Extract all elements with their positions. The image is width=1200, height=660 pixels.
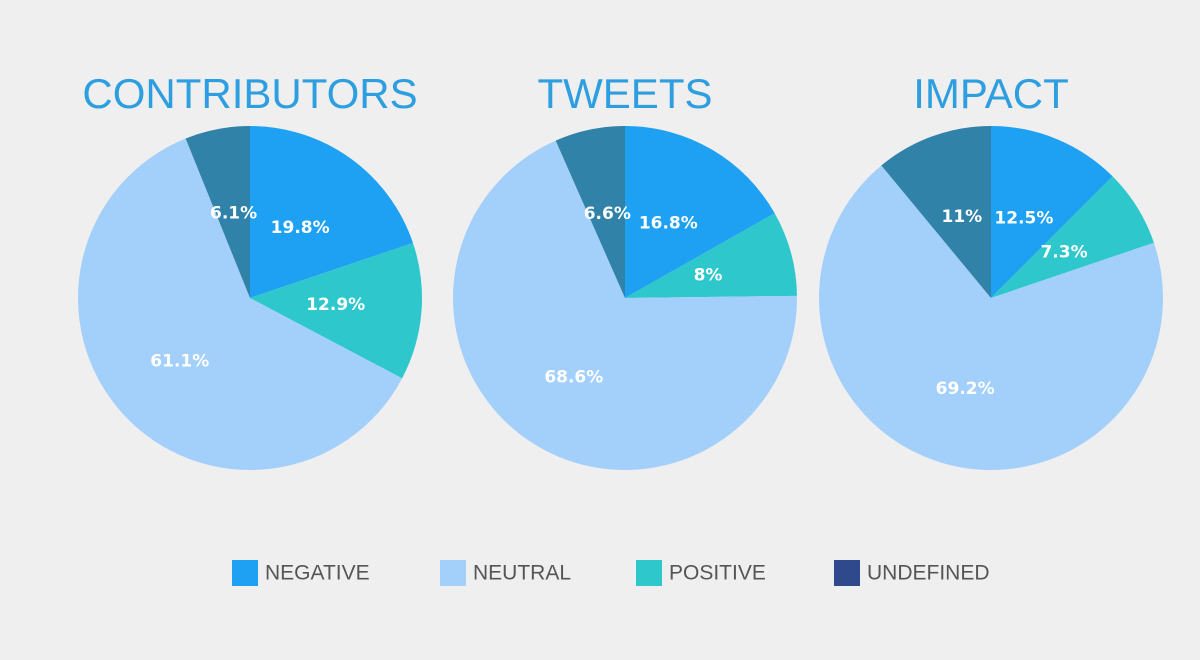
pie-slice (555, 126, 625, 298)
pie-slice (625, 126, 775, 298)
value-label: 7.3% (1040, 243, 1087, 263)
value-label: 6.6% (584, 204, 631, 224)
legend-label: POSITIVE (669, 562, 766, 585)
chart-title: CONTRIBUTORS (82, 70, 417, 117)
pie-slice (881, 126, 991, 298)
legend-swatch (834, 560, 860, 586)
pie-slice (452, 140, 797, 471)
pie-slice (185, 126, 250, 298)
legend-label: NEGATIVE (265, 562, 370, 585)
chart-title: IMPACT (913, 70, 1069, 117)
value-label: 19.8% (271, 218, 330, 238)
value-label: 8% (694, 266, 723, 286)
value-label: 61.1% (150, 351, 209, 371)
value-label: 68.6% (544, 368, 603, 388)
value-label: 69.2% (936, 379, 995, 399)
pie-slice (818, 165, 1163, 471)
pie-slice (991, 126, 1113, 298)
pie-slice (250, 126, 413, 298)
value-label: 16.8% (639, 214, 698, 234)
legend-swatch (440, 560, 466, 586)
legend-label: NEUTRAL (473, 562, 571, 585)
pie-slice (78, 138, 403, 470)
legend-swatch (232, 560, 258, 586)
legend-swatch (636, 560, 662, 586)
pie-slice (625, 213, 797, 298)
legend-label: UNDEFINED (867, 562, 990, 585)
pie-slice (991, 176, 1154, 298)
value-label: 11% (942, 207, 983, 227)
value-label: 12.9% (306, 295, 365, 315)
chart-title: TWEETS (538, 70, 713, 117)
pie-slice (250, 243, 422, 379)
value-label: 12.5% (994, 209, 1053, 229)
value-label: 6.1% (210, 204, 257, 224)
